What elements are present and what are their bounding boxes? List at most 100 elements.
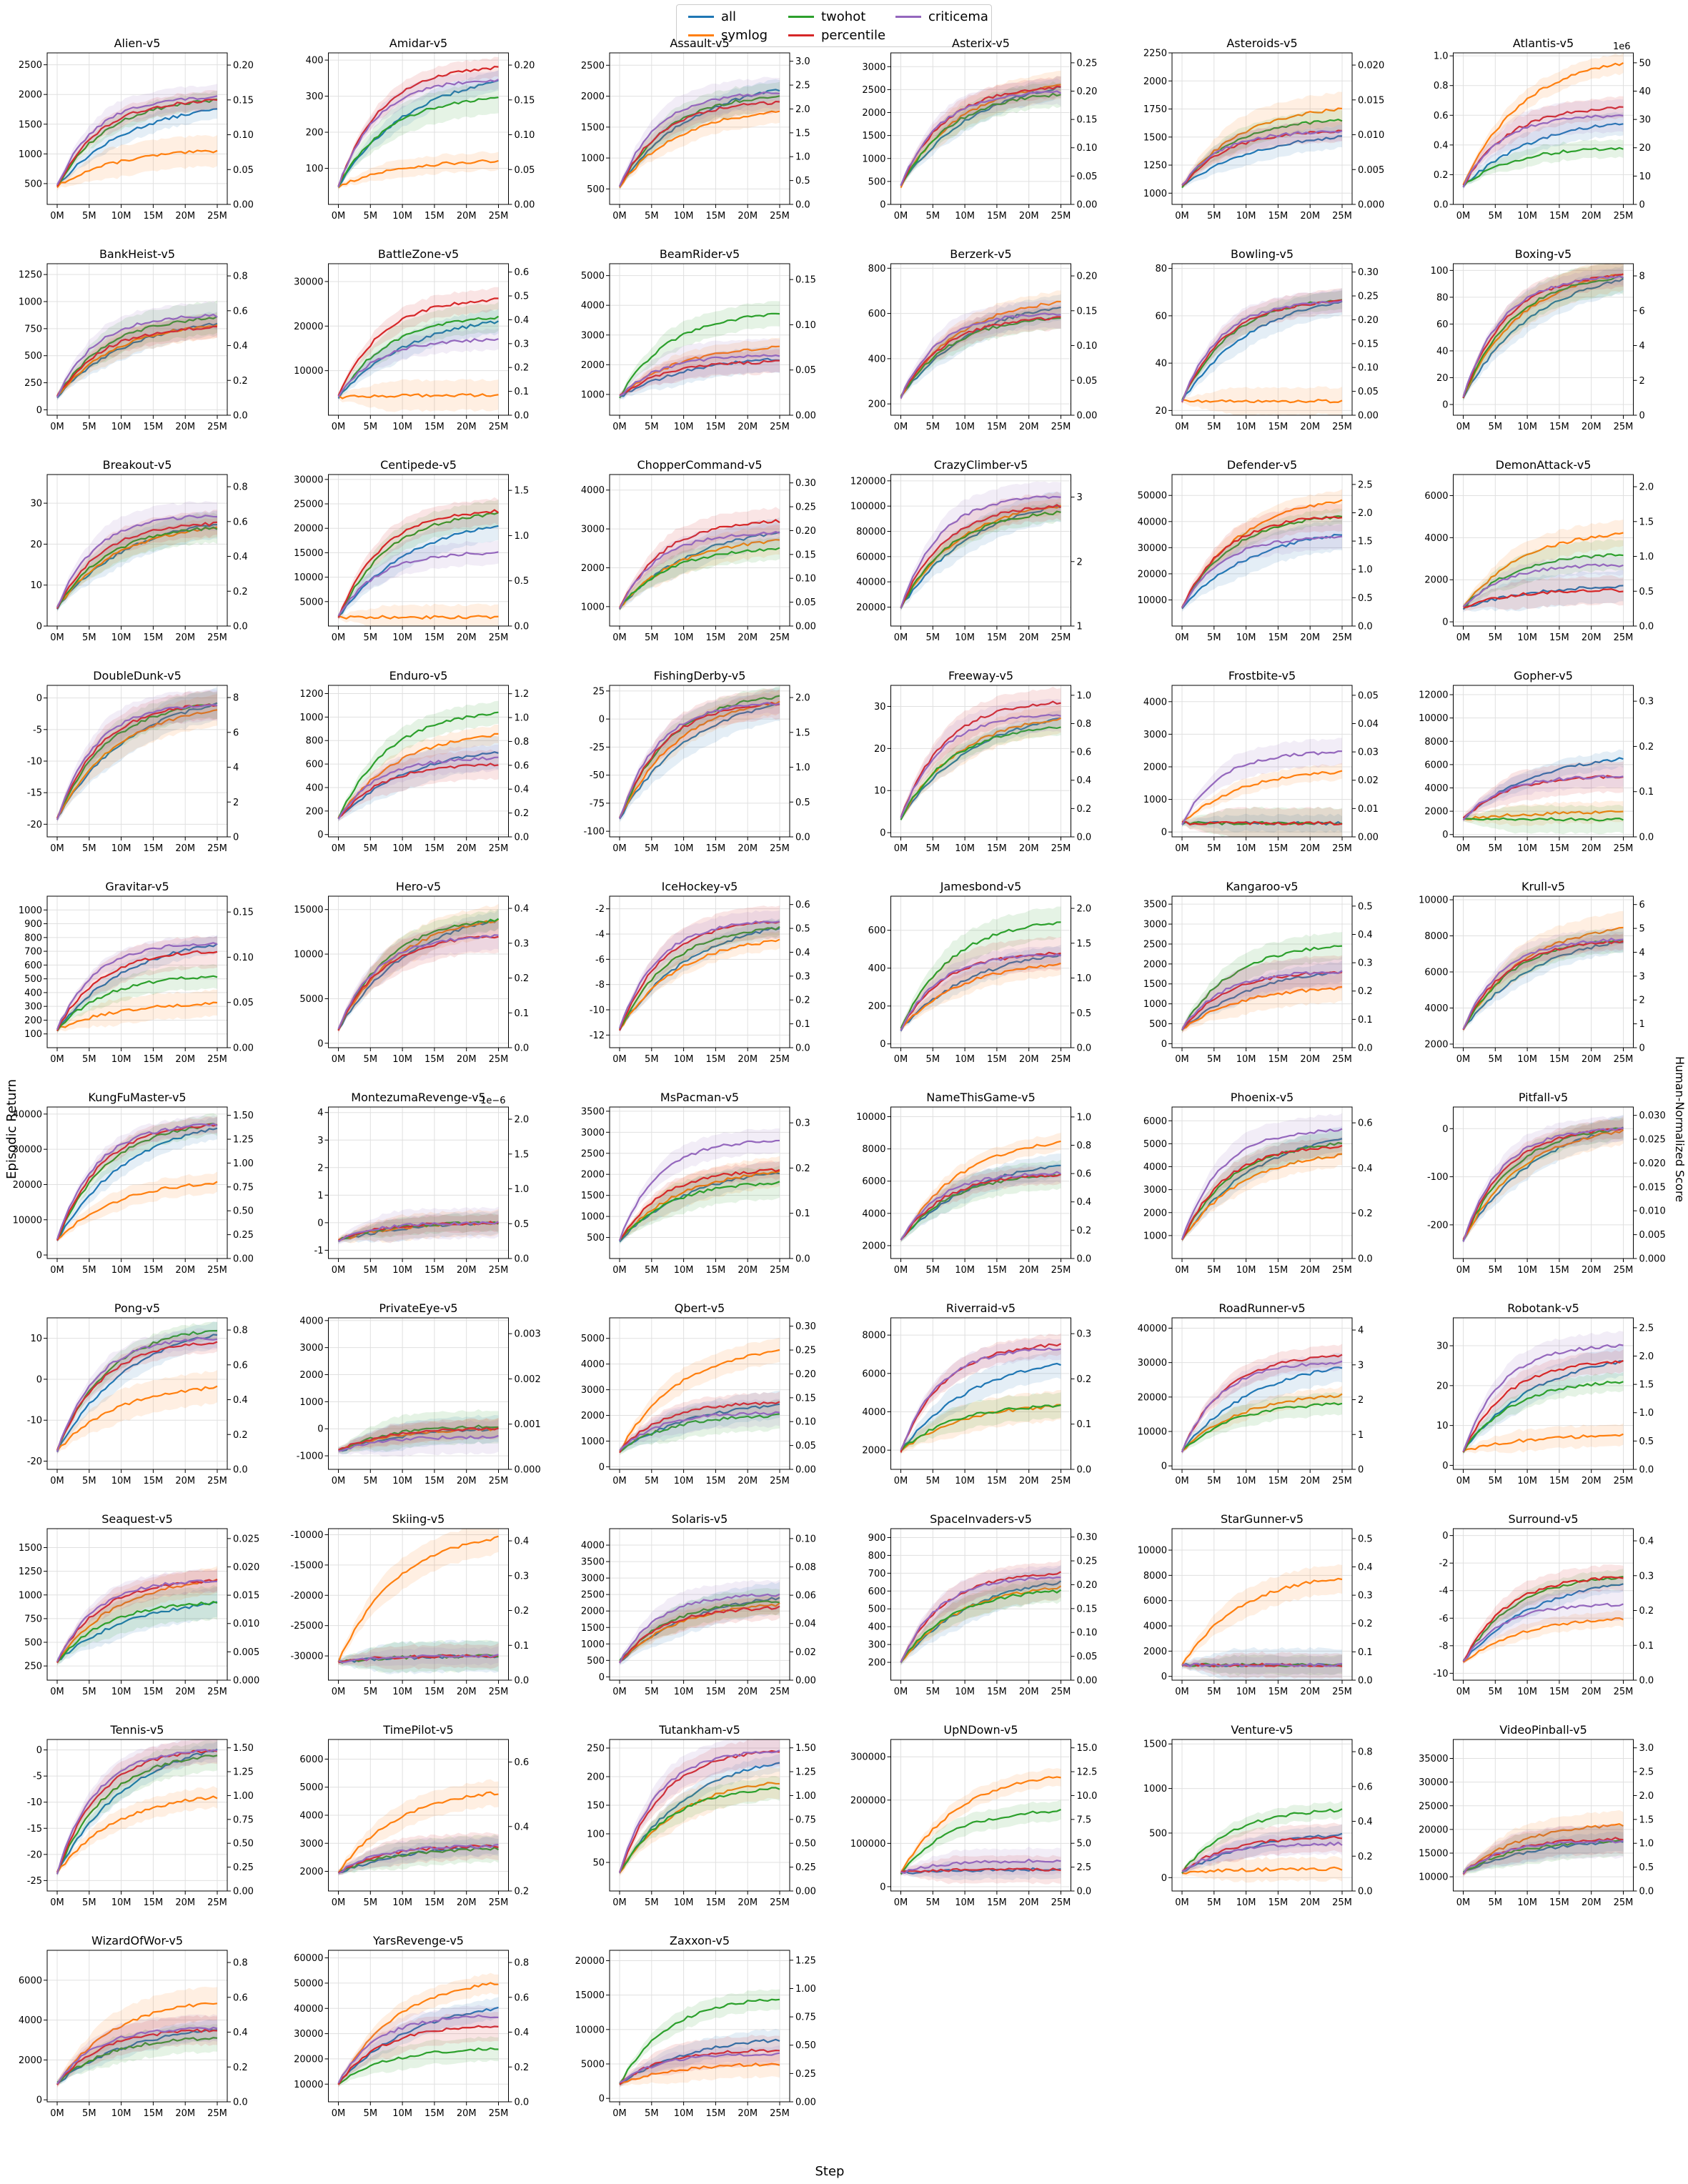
- series-band-symlog: [1182, 489, 1342, 610]
- series-band-percentile: [900, 1165, 1061, 1242]
- series-line-criticema: [56, 313, 218, 398]
- subplot-title: IceHockey-v5: [662, 880, 738, 893]
- y2-tick-label: 0.8: [1358, 1747, 1373, 1758]
- y2-tick-label: 0.3: [795, 1118, 810, 1129]
- y2-tick-label: 0.15: [795, 550, 816, 560]
- y-tick-label: 1500: [1143, 1739, 1167, 1750]
- plot-frame: [609, 1528, 790, 1681]
- series-band-percentile: [1463, 1823, 1624, 1877]
- x-tick-label: 5M: [82, 2108, 96, 2119]
- y2-tick-label: 0.000: [233, 1676, 259, 1687]
- x-tick-label: 20M: [1582, 843, 1602, 854]
- series-line-percentile: [1181, 1835, 1343, 1872]
- subplot-title: Zaxxon-v5: [670, 1934, 730, 1947]
- subplot-title: Venture-v5: [1231, 1723, 1293, 1737]
- y2-tick-label: 0.05: [1077, 1652, 1098, 1662]
- plot-frame: [1453, 1528, 1634, 1681]
- series-band-symlog: [338, 903, 499, 1032]
- x-tick-label: 10M: [392, 1054, 412, 1065]
- x-tick-label: 25M: [1051, 1054, 1071, 1065]
- x-tick-label: 10M: [674, 1476, 694, 1486]
- subplot-title: Gravitar-v5: [105, 880, 169, 893]
- y2-tick-label: 0.2: [515, 973, 530, 984]
- subplot-title: Atlantis-v5: [1513, 36, 1574, 50]
- series-band-percentile: [338, 497, 499, 620]
- subplot: 0M 5M 10M 15M 20M 25M2000400060008000100000.0…: [856, 1091, 1091, 1276]
- y2-tick-label: 0.00: [1358, 411, 1379, 422]
- x-tick-label: 10M: [955, 1476, 975, 1486]
- series-band-twohot: [900, 1800, 1061, 1877]
- legend-entry-twohot: twohot: [788, 9, 865, 24]
- x-tick-label: 0M: [1175, 632, 1189, 643]
- x-tick-label: 5M: [364, 1687, 378, 1697]
- plot-frame: [1453, 895, 1634, 1048]
- y-tick-label: 0: [317, 1424, 323, 1435]
- series-line-criticema: [618, 91, 780, 187]
- x-tick-label: 10M: [111, 1476, 131, 1486]
- x-tick-label: 25M: [770, 632, 790, 643]
- y-tick-label: -8: [1439, 1641, 1449, 1652]
- y2-tick-label: 0.15: [515, 95, 535, 106]
- x-tick-label: 0M: [50, 422, 64, 432]
- subplot-title: Krull-v5: [1521, 880, 1565, 893]
- x-tick-label: 15M: [425, 843, 445, 854]
- y2-tick-label: 0.75: [233, 1815, 254, 1825]
- subplot-title: TimePilot-v5: [382, 1723, 453, 1737]
- subplot-title: DemonAttack-v5: [1496, 458, 1592, 472]
- y2-tick-label: 0.05: [795, 365, 816, 376]
- series-band-criticema: [338, 1419, 499, 1457]
- series-line-all: [56, 1334, 218, 1453]
- y2-tick-label: 20: [1639, 143, 1652, 154]
- plot-frame: [46, 1317, 228, 1470]
- y-tick-label: 400: [868, 963, 886, 974]
- y-tick-label: 4000: [862, 1407, 885, 1418]
- x-tick-label: 25M: [1614, 843, 1634, 854]
- series-line-symlog: [56, 709, 218, 818]
- series-line-criticema: [337, 756, 499, 820]
- y2-tick-label: 1.5: [1639, 1815, 1654, 1825]
- y-tick-label: 1000: [581, 154, 605, 164]
- series-line-criticema: [56, 1579, 218, 1662]
- series-line-criticema: [1462, 775, 1624, 821]
- y2-tick-label: 0.25: [1077, 58, 1098, 69]
- y-tick-label: 2000: [581, 1170, 605, 1181]
- y2-tick-label: 0.00: [795, 411, 816, 422]
- series-line-percentile: [337, 763, 499, 819]
- y-tick-label: 80: [1436, 292, 1449, 303]
- x-tick-label: 5M: [926, 1054, 940, 1065]
- series-band-all: [620, 1161, 780, 1244]
- x-tick-label: 15M: [706, 422, 726, 432]
- subplot: 0M 5M 10M 15M 20M 25M-10-8-6-4-200.00.10.20.3…: [1433, 1512, 1654, 1697]
- plot-frame: [1171, 263, 1353, 416]
- y-tick-label: 4000: [299, 1811, 323, 1822]
- x-tick-label: 20M: [1582, 632, 1602, 643]
- x-tick-label: 0M: [50, 211, 64, 222]
- x-tick-label: 0M: [1456, 632, 1471, 643]
- series-line-twohot: [337, 2047, 499, 2085]
- x-tick-label: 10M: [111, 843, 131, 854]
- x-tick-label: 0M: [612, 422, 627, 432]
- y-tick-label: 200: [868, 1001, 886, 1012]
- y-tick-label: 10000: [294, 2080, 323, 2090]
- subplot-title: NameThisGame-v5: [926, 1091, 1036, 1104]
- series-line-twohot: [337, 711, 499, 819]
- legend-swatch: [895, 16, 921, 18]
- subplot: 0M 5M 10M 15M 20M 25M01020300.00.20.40.60.8Br…: [30, 458, 247, 643]
- series-band-criticema: [900, 299, 1061, 402]
- x-tick-label: 25M: [489, 211, 509, 222]
- y2-tick-label: 0.0: [233, 2098, 248, 2108]
- x-tick-label: 10M: [955, 1265, 975, 1276]
- plot-frame: [328, 52, 509, 205]
- series-line-symlog: [337, 393, 499, 399]
- y2-tick-label: 0.10: [233, 953, 254, 963]
- y-tick-label: 40000: [294, 2004, 323, 2015]
- y-tick-label: 30000: [1138, 543, 1167, 554]
- x-tick-label: 25M: [770, 1265, 790, 1276]
- x-tick-label: 10M: [955, 211, 975, 222]
- series-band-twohot: [1463, 139, 1624, 189]
- subplot: 0M 5M 10M 15M 20M 25M01020300.00.20.40.60.81.…: [874, 669, 1091, 854]
- series-line-twohot: [619, 95, 780, 187]
- y2-tick-label: 0.00: [233, 1887, 254, 1897]
- y2-tick-label: 3: [1358, 1360, 1364, 1371]
- x-tick-label: 10M: [1236, 422, 1256, 432]
